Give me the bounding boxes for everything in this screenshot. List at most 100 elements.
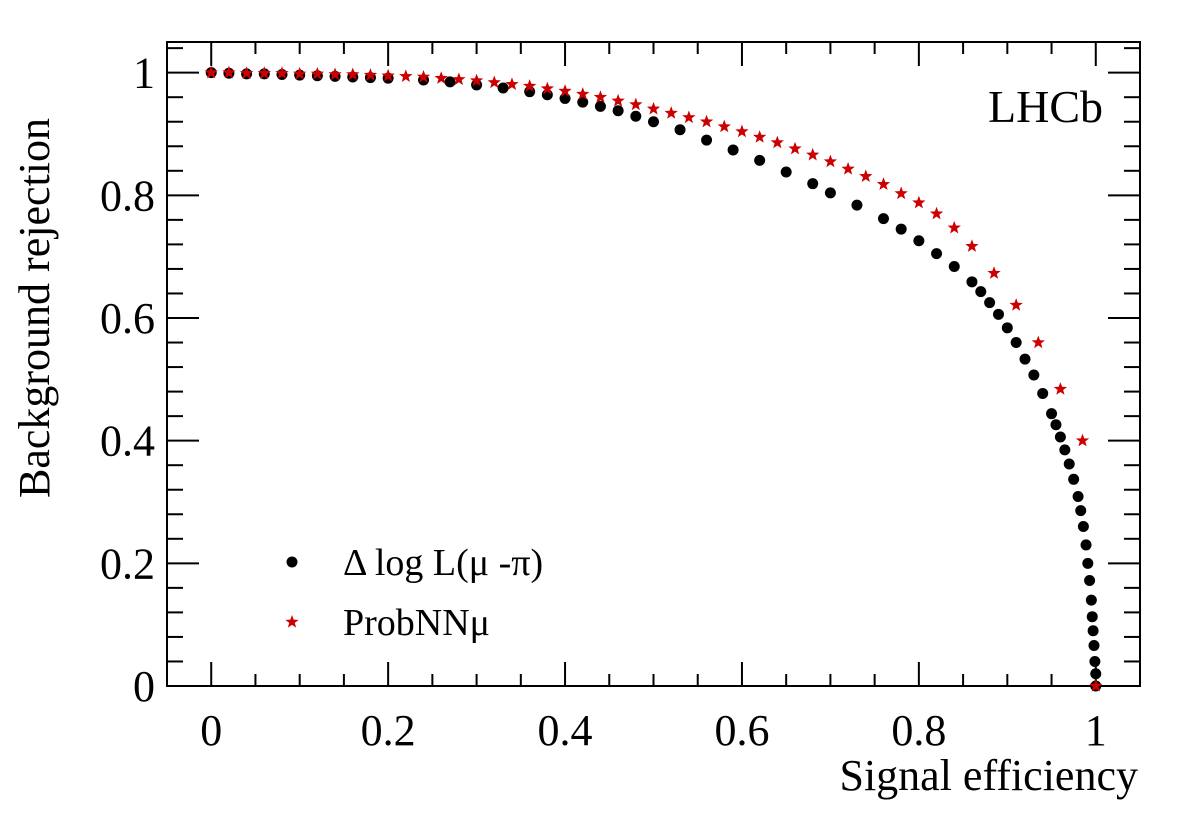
data-point bbox=[806, 147, 820, 161]
data-point bbox=[1088, 640, 1100, 652]
x-tick-label: 0.4 bbox=[538, 706, 593, 755]
y-tick-label: 1 bbox=[133, 49, 155, 98]
legend: Δ log L(μ -π) ProbNNμ bbox=[285, 542, 543, 644]
data-point bbox=[328, 67, 342, 81]
data-point bbox=[1075, 433, 1090, 447]
data-point bbox=[1086, 611, 1098, 623]
data-point bbox=[682, 110, 696, 124]
data-point bbox=[699, 114, 714, 128]
legend-marker-series-2 bbox=[285, 615, 299, 628]
data-point bbox=[1089, 679, 1103, 692]
data-point bbox=[1046, 408, 1058, 420]
data-point bbox=[540, 81, 555, 95]
data-point bbox=[701, 134, 713, 146]
data-point bbox=[727, 144, 739, 156]
data-point bbox=[1037, 387, 1049, 399]
data-point bbox=[929, 206, 944, 220]
x-tick-label: 1 bbox=[1085, 706, 1107, 755]
y-axis-title: Background rejection bbox=[10, 118, 59, 498]
data-point bbox=[1054, 431, 1066, 443]
data-point bbox=[895, 223, 907, 235]
data-point bbox=[452, 72, 466, 86]
data-point bbox=[577, 96, 589, 108]
data-point bbox=[275, 66, 289, 79]
y-tick-label: 0.4 bbox=[100, 417, 155, 466]
data-point bbox=[1089, 655, 1101, 667]
data-point bbox=[823, 154, 838, 168]
data-point bbox=[876, 177, 891, 190]
data-point bbox=[752, 130, 767, 143]
data-point bbox=[558, 84, 572, 97]
data-point bbox=[975, 286, 987, 298]
data-point bbox=[807, 178, 819, 190]
data-point bbox=[1068, 473, 1080, 485]
data-point bbox=[1053, 382, 1068, 395]
data-point bbox=[593, 90, 608, 103]
data-point bbox=[416, 69, 431, 83]
x-axis-title: Signal efficiency bbox=[839, 751, 1138, 800]
x-tick-label: 0.6 bbox=[714, 706, 769, 755]
data-point bbox=[399, 69, 413, 83]
data-point bbox=[1082, 557, 1094, 569]
data-point bbox=[674, 124, 686, 136]
data-point bbox=[1072, 490, 1084, 502]
data-point bbox=[444, 76, 456, 88]
data-point bbox=[851, 199, 863, 211]
y-tick-label: 0.6 bbox=[100, 294, 155, 343]
legend-label-series-2: ProbNNμ bbox=[343, 602, 490, 644]
data-point bbox=[310, 66, 325, 80]
data-point bbox=[877, 213, 889, 225]
data-point bbox=[992, 308, 1004, 320]
data-point bbox=[1050, 419, 1062, 431]
data-point bbox=[948, 260, 960, 272]
data-point bbox=[965, 239, 979, 252]
data-point bbox=[629, 97, 643, 111]
data-point bbox=[987, 266, 1001, 279]
data-point bbox=[594, 100, 606, 112]
lhcb-label: LHCb bbox=[988, 81, 1103, 132]
data-point bbox=[841, 161, 855, 175]
data-point bbox=[612, 105, 624, 117]
data-point bbox=[1028, 369, 1040, 381]
legend-marker-series-1 bbox=[286, 556, 298, 568]
data-point bbox=[1001, 322, 1013, 334]
data-point bbox=[894, 186, 908, 200]
y-tick-label: 0 bbox=[133, 662, 155, 711]
data-point bbox=[487, 75, 501, 89]
data-point bbox=[912, 195, 926, 209]
legend-label-series-1: Δ log L(μ -π) bbox=[343, 542, 543, 584]
data-point bbox=[648, 116, 659, 128]
data-point bbox=[1087, 625, 1099, 637]
x-tick-label: 0.8 bbox=[891, 706, 946, 755]
data-point bbox=[576, 87, 590, 100]
data-point bbox=[381, 68, 395, 82]
y-tick-label: 0.8 bbox=[100, 171, 155, 220]
x-tick-label: 0 bbox=[200, 706, 222, 755]
data-point bbox=[1019, 353, 1031, 365]
data-point bbox=[824, 187, 836, 199]
data-point bbox=[1009, 298, 1023, 311]
data-point bbox=[1090, 668, 1102, 680]
data-point bbox=[770, 135, 784, 149]
data-point bbox=[1085, 594, 1097, 606]
data-point bbox=[505, 77, 519, 90]
data-point bbox=[754, 154, 766, 166]
series-2 bbox=[204, 65, 1103, 692]
data-point bbox=[788, 141, 802, 155]
data-point bbox=[1059, 444, 1071, 456]
data-point bbox=[1077, 521, 1089, 533]
data-point bbox=[1010, 337, 1022, 349]
data-point bbox=[293, 66, 307, 80]
data-point bbox=[947, 220, 961, 234]
data-point bbox=[1084, 575, 1096, 587]
data-point bbox=[913, 235, 925, 247]
data-point bbox=[363, 68, 378, 81]
data-point bbox=[1063, 458, 1075, 470]
data-point bbox=[239, 66, 254, 79]
data-point bbox=[780, 166, 792, 178]
data-point bbox=[523, 79, 537, 92]
data-point bbox=[735, 124, 749, 138]
data-point bbox=[1075, 505, 1087, 517]
series-1 bbox=[205, 67, 1102, 692]
y-tick-label: 0.2 bbox=[100, 539, 155, 588]
